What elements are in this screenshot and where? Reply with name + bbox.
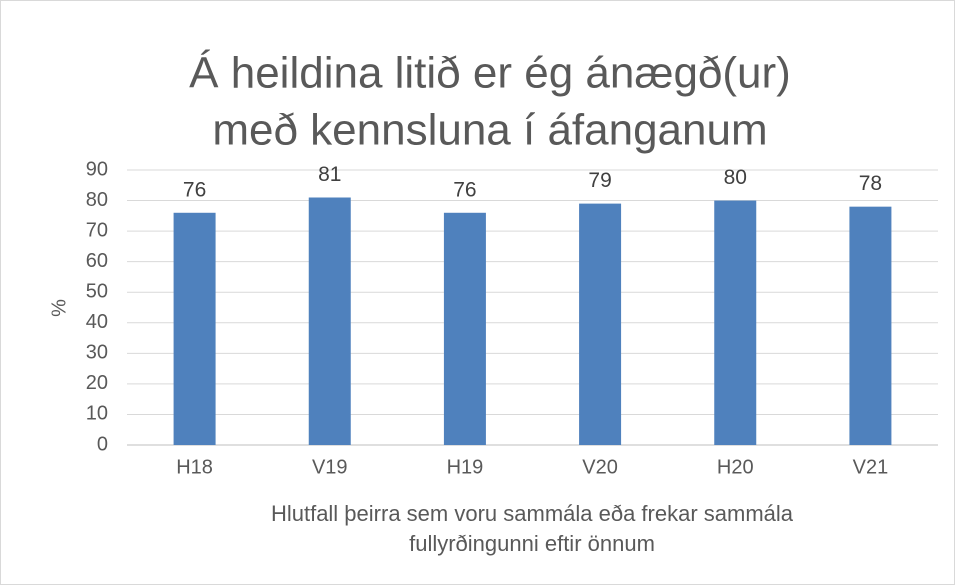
bar xyxy=(443,212,486,445)
x-axis-label: Hlutfall þeirra sem voru sammála eða fre… xyxy=(271,501,794,526)
data-label: 79 xyxy=(588,169,611,192)
y-tick-label: 30 xyxy=(86,342,108,364)
x-tick-label: H18 xyxy=(176,456,213,478)
x-tick-label: V19 xyxy=(312,456,348,478)
y-tick-label: 10 xyxy=(86,403,108,425)
bar xyxy=(849,206,892,445)
bar xyxy=(173,212,216,445)
y-tick-label: 70 xyxy=(86,219,108,241)
y-tick-label: 90 xyxy=(86,158,108,180)
bar xyxy=(308,197,351,445)
chart-title: Á heildina litið er ég ánægð(ur) xyxy=(189,49,791,98)
y-tick-label: 20 xyxy=(86,372,108,394)
data-label: 81 xyxy=(318,163,341,186)
y-tick-label: 80 xyxy=(86,189,108,211)
x-tick-label: V21 xyxy=(853,456,889,478)
data-label: 76 xyxy=(183,178,206,201)
data-label: 78 xyxy=(859,172,882,195)
x-axis-label: fullyrðingunni eftir önnum xyxy=(409,531,655,556)
y-axis-label: % xyxy=(48,299,70,317)
data-label: 76 xyxy=(453,178,476,201)
x-tick-label: H19 xyxy=(447,456,484,478)
x-tick-label: V20 xyxy=(582,456,618,478)
x-tick-label: H20 xyxy=(717,456,754,478)
chart-title: með kennsluna í áfanganum xyxy=(212,106,767,155)
y-tick-label: 40 xyxy=(86,311,108,333)
data-label: 80 xyxy=(724,166,747,189)
y-tick-label: 60 xyxy=(86,250,108,272)
bar xyxy=(579,203,622,445)
y-tick-label: 50 xyxy=(86,281,108,303)
y-tick-label: 0 xyxy=(97,433,108,455)
bar xyxy=(714,200,757,445)
